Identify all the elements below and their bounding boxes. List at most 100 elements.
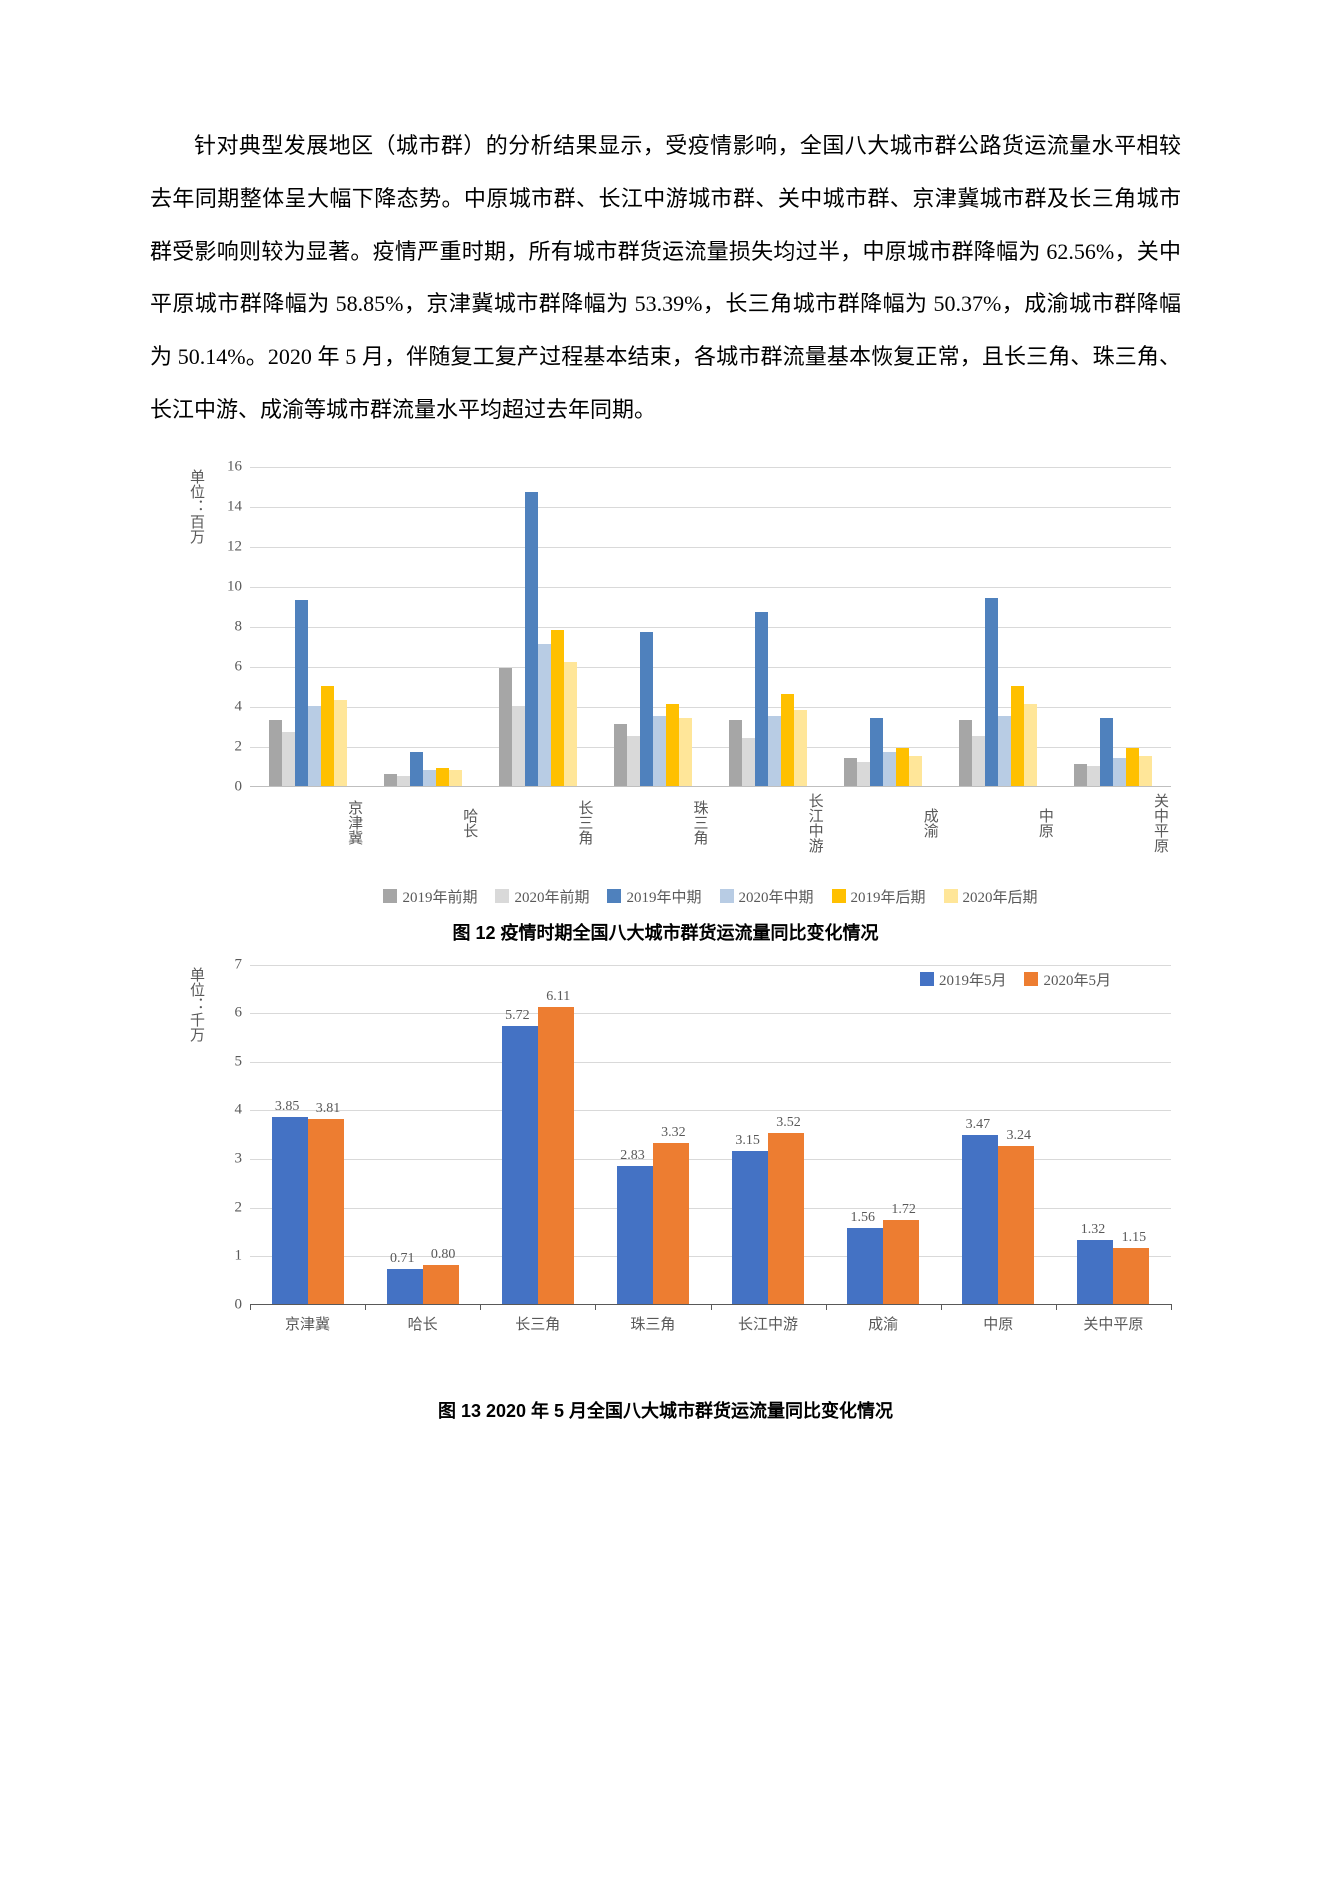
chart-12-caption: 图 12 疫情时期全国八大城市群货运流量同比变化情况	[150, 919, 1181, 945]
chart-12-xlabel: 珠三角	[595, 789, 710, 853]
chart-12-bar	[985, 598, 998, 786]
chart-12-ytick: 4	[235, 698, 251, 715]
chart-13-ytick: 0	[235, 1296, 251, 1313]
chart-13-ytick: 1	[235, 1248, 251, 1265]
chart-13-bar-label: 3.47	[966, 1117, 991, 1135]
chart-12-ytick: 6	[235, 658, 251, 675]
chart-12-bar	[844, 758, 857, 786]
chart-13-bar-label: 3.32	[661, 1125, 686, 1143]
chart-13-ytick: 5	[235, 1053, 251, 1070]
chart-13-ytick: 6	[235, 1005, 251, 1022]
chart-13-bar-label: 3.81	[316, 1101, 341, 1119]
chart-12-legend-item: 2020年中期	[720, 886, 814, 907]
chart-12-bar	[870, 718, 883, 786]
chart-12-bar	[436, 768, 449, 786]
chart-12-bar	[959, 720, 972, 786]
chart-13-group: 0.710.80	[365, 965, 480, 1304]
chart-13-bar-label: 0.71	[390, 1251, 415, 1269]
chart-12-ytick: 8	[235, 618, 251, 635]
chart-13-group: 2.833.32	[595, 965, 710, 1304]
chart-12-legend-item: 2019年后期	[832, 886, 926, 907]
chart-12-bar	[1139, 756, 1152, 786]
chart-12-bar	[640, 632, 653, 786]
chart-12-plot: 0246810121416	[250, 467, 1171, 787]
chart-12-ytick: 14	[227, 498, 250, 515]
chart-13-axis-tick	[480, 1304, 481, 1310]
chart-12-bar	[896, 748, 909, 786]
chart-12-bar	[384, 774, 397, 786]
chart-12-bar	[653, 716, 666, 786]
chart-12-xlabel: 长江中游	[711, 789, 826, 853]
chart-13-axis-tick	[1056, 1304, 1057, 1310]
chart-13-group: 5.726.11	[480, 965, 595, 1304]
chart-13-xlabel: 长三角	[480, 1313, 595, 1334]
chart-12-bar	[269, 720, 282, 786]
chart-13-bar-label: 1.72	[891, 1202, 916, 1220]
legend-label: 2019年前期	[402, 886, 477, 907]
chart-12-bar	[282, 732, 295, 786]
chart-13-group: 3.47 3.24	[941, 965, 1056, 1304]
chart-13-ytick: 4	[235, 1102, 251, 1119]
chart-12-groups	[250, 467, 1171, 786]
chart-13-caption: 图 13 2020 年 5 月全国八大城市群货运流量同比变化情况	[150, 1397, 1181, 1423]
chart-12-bar	[295, 600, 308, 786]
chart-12-bar	[397, 776, 410, 786]
chart-13-plot: 2019年5月2020年5月 012345673.853.810.710.805…	[250, 965, 1171, 1305]
chart-12-ytick: 2	[235, 738, 251, 755]
chart-12-group	[480, 467, 595, 786]
chart-12-bar	[449, 770, 462, 786]
chart-13-axis-tick	[595, 1304, 596, 1310]
chart-13-bar-label: 3.24	[1007, 1128, 1031, 1146]
chart-13-axis-tick	[250, 1304, 251, 1310]
chart-12-xlabel: 中原	[941, 789, 1056, 853]
chart-12-legend-item: 2019年中期	[607, 886, 701, 907]
chart-12-xlabel: 哈长	[365, 789, 480, 853]
chart-13-bar: 1.32	[1077, 1240, 1113, 1304]
chart-13-bar-label: 3.85	[275, 1099, 300, 1117]
chart-12-bar	[499, 668, 512, 786]
chart-12-bar	[334, 700, 347, 786]
chart-13-bar-label: 6.11	[546, 989, 570, 1007]
chart-13-ytick: 3	[235, 1151, 251, 1168]
chart-13-bar: 6.11	[538, 1007, 574, 1304]
chart-12-group	[595, 467, 710, 786]
legend-label: 2020年中期	[739, 886, 814, 907]
chart-12-ytick: 16	[227, 458, 250, 475]
chart-13-bar: 3.52	[768, 1133, 804, 1304]
chart-12-legend-item: 2020年前期	[495, 886, 589, 907]
chart-13-group: 3.153.52	[711, 965, 826, 1304]
chart-13-group: 3.85 3.81	[250, 965, 365, 1304]
chart-12-xlabels: 京津冀哈长长三角珠三角长江中游成渝中原关中平原	[250, 789, 1171, 853]
chart-12-legend: 2019年前期2020年前期2019年中期2020年中期2019年后期2020年…	[250, 886, 1171, 907]
chart-13-bar: 3.32	[653, 1143, 689, 1304]
chart-12-bar	[1074, 764, 1087, 786]
chart-13-bar: 1.56	[847, 1228, 883, 1304]
chart-13-bar: 1.72	[883, 1220, 919, 1304]
chart-13-bar: 5.72	[502, 1026, 538, 1304]
chart-13-bar: 3.15	[732, 1151, 768, 1304]
chart-12-group	[941, 467, 1056, 786]
chart-12-bar	[627, 736, 640, 786]
chart-12-ytick: 10	[227, 578, 250, 595]
chart-12-bar	[1011, 686, 1024, 786]
chart-13-xlabel: 关中平原	[1056, 1313, 1171, 1334]
chart-12-ytick: 12	[227, 538, 250, 555]
chart-13-axis-tick	[826, 1304, 827, 1310]
chart-12-bar	[525, 492, 538, 786]
legend-label: 2020年前期	[514, 886, 589, 907]
legend-swatch	[383, 889, 397, 903]
chart-12-ytick: 0	[235, 778, 251, 795]
chart-12-bar	[1113, 758, 1126, 786]
chart-12-bar	[768, 716, 781, 786]
chart-12-group	[711, 467, 826, 786]
chart-13-xlabel: 中原	[941, 1313, 1056, 1334]
chart-12-ylabel: 单位：百万	[186, 469, 207, 544]
chart-12-bar	[321, 686, 334, 786]
chart-13-group: 1.561.72	[826, 965, 941, 1304]
chart-12-bar	[998, 716, 1011, 786]
legend-swatch	[944, 889, 958, 903]
legend-swatch	[607, 889, 621, 903]
chart-12-bar	[666, 704, 679, 786]
chart-13-xlabel: 长江中游	[711, 1313, 826, 1334]
chart-12: 单位：百万 0246810121416 京津冀哈长长三角珠三角长江中游成渝中原关…	[180, 467, 1181, 907]
